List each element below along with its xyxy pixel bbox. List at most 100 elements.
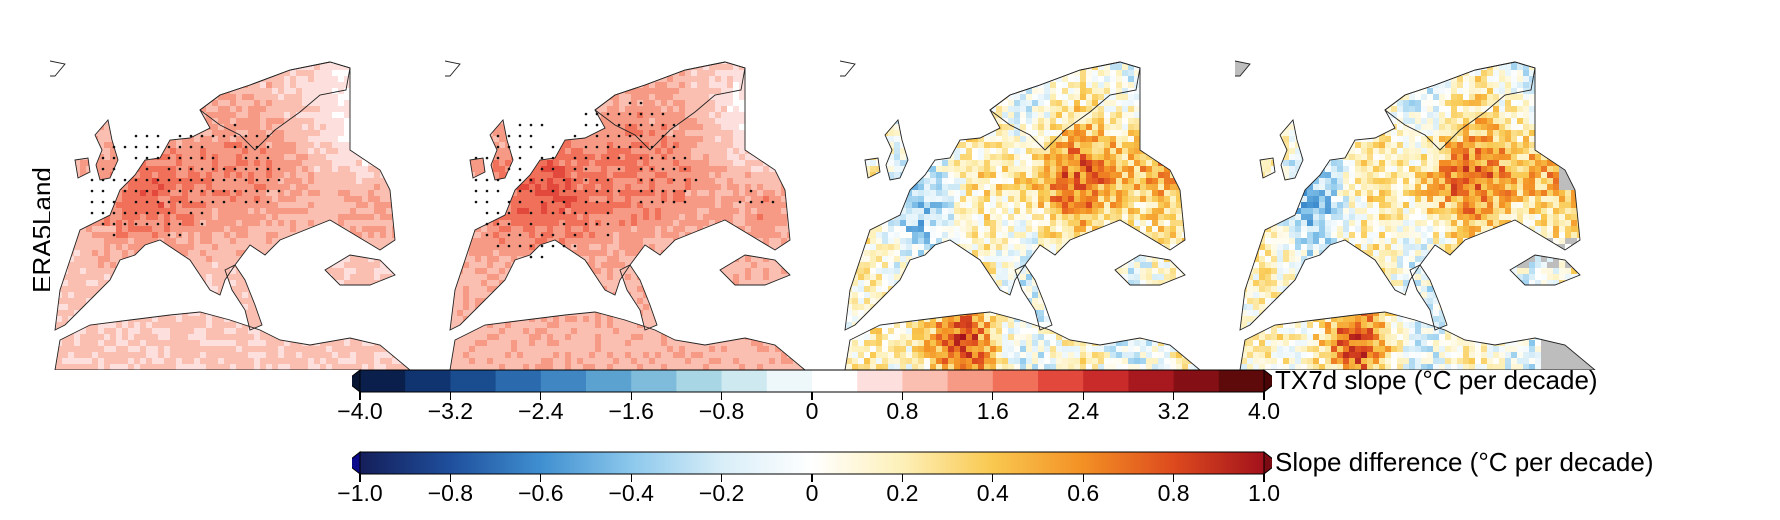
coastline-mainland: [449, 61, 791, 331]
colorbar-tx7d-title: TX7d slope (°C per decade): [1275, 365, 1598, 395]
coastline-scand: [199, 61, 351, 151]
colorbar-tick-mark: [1082, 392, 1084, 400]
coastline-turkey: [324, 254, 396, 286]
colorbar-tick-mark: [992, 392, 994, 400]
colorbar-bin: [450, 370, 497, 392]
coastline-britain: [94, 119, 119, 181]
colorbar-tick-label: 4.0: [1248, 398, 1280, 424]
coastline-ireland: [1259, 157, 1276, 179]
colorbar-bin: [540, 370, 587, 392]
colorbar-bin: [1218, 370, 1265, 392]
coastline-scand: [1384, 61, 1536, 151]
colorbar-tick-mark: [901, 474, 904, 482]
colorbar-tick-label: 0.2: [886, 480, 919, 506]
colorbar-tick-label: 0.6: [1067, 480, 1100, 506]
colorbar-tick-label: −2.4: [518, 398, 564, 424]
colorbar-tick-label: −1.0: [337, 480, 383, 506]
coastline-italy: [224, 264, 263, 331]
colorbar-bin: [405, 370, 451, 392]
colorbar-extend-high: [1263, 368, 1272, 394]
colorbar-tick-mark: [1263, 392, 1265, 400]
colorbar-bin: [1083, 370, 1129, 392]
map-panel-b: [445, 40, 875, 370]
colorbar-bin: [631, 370, 677, 392]
colorbar-bin: [1173, 370, 1220, 392]
coastline-africa: [844, 311, 1201, 370]
colorbar-tick-mark: [540, 392, 542, 400]
map-panel-a: [50, 40, 480, 370]
coastline-italy: [1409, 264, 1448, 331]
coastline-italy: [619, 264, 658, 331]
colorbar-tick-label: −4.0: [337, 398, 383, 424]
colorbar-extend-low: [352, 368, 361, 394]
colorbar-tick-mark: [992, 474, 994, 482]
colorbar-tick-mark: [630, 392, 632, 400]
colorbar-tick-label: −0.2: [698, 480, 745, 506]
colorbar-tick-mark: [359, 392, 361, 400]
colorbar-bin: [360, 370, 406, 392]
coastline-britain: [1279, 119, 1304, 181]
colorbar-tick-label: 0: [805, 480, 819, 506]
map-a-svg: [50, 40, 480, 370]
colorbar-bin: [992, 370, 1039, 392]
map-b-svg: [445, 40, 875, 370]
colorbar-bin: [495, 370, 542, 392]
colorbar-tick-label: −0.6: [518, 480, 564, 506]
coastline-scand: [594, 61, 746, 151]
coastline-iceland: [840, 60, 856, 77]
map-panel-d: [1235, 40, 1665, 370]
significance-stippling: [90, 123, 281, 237]
colorbar-tick-label: −0.8: [698, 398, 745, 424]
coastline-mainland: [844, 61, 1186, 331]
coastline-africa: [54, 311, 411, 370]
colorbar-tick-label: −0.4: [608, 480, 654, 506]
coastline-iceland: [50, 60, 66, 77]
coastline-ireland: [864, 157, 881, 179]
colorbar-tick-mark: [540, 474, 542, 482]
colorbar-tick-mark: [721, 474, 723, 482]
map-d-svg: [1235, 40, 1665, 370]
colorbar-tick-mark: [1173, 474, 1175, 482]
coastline-iceland: [445, 60, 461, 77]
colorbar-tick-mark: [811, 474, 813, 482]
coastline-scand: [989, 61, 1141, 151]
colorbar-tick-mark: [359, 474, 361, 482]
colorbar-bin: [902, 370, 949, 392]
colorbar-tick-label: 1.0: [1248, 480, 1280, 506]
colorbar-tick-label: 0.8: [886, 398, 919, 424]
coastline-italy: [1014, 264, 1053, 331]
colorbar-tick-label: 0.8: [1157, 480, 1190, 506]
coastline-africa: [1239, 311, 1596, 370]
colorbar-bin: [766, 370, 813, 392]
colorbar-extend-low: [352, 450, 361, 476]
colorbar-tick-label: −1.6: [608, 398, 654, 424]
colorbar-tick-mark: [901, 392, 904, 400]
coastline-turkey: [1509, 254, 1581, 286]
map-c-svg: [840, 40, 1270, 370]
coastline-britain: [884, 119, 909, 181]
colorbar-tick-mark: [449, 474, 452, 482]
colorbar-bin: [1038, 370, 1084, 392]
colorbar-tick-mark: [721, 392, 723, 400]
coastline-mainland: [1239, 61, 1581, 331]
coastline-britain: [489, 119, 514, 181]
coastline-ireland: [469, 157, 486, 179]
colorbar-bin: [586, 370, 632, 392]
colorbar-diff-title: Slope difference (°C per decade): [1275, 447, 1654, 477]
coastline-turkey: [719, 254, 791, 286]
colorbar-tick-label: 0: [805, 398, 819, 424]
colorbar-bin: [676, 370, 723, 392]
colorbar-tick-label: 0.4: [976, 480, 1009, 506]
colorbar-bin: [1128, 370, 1175, 392]
colorbar-tick-mark: [449, 392, 452, 400]
colorbar-bin: [857, 370, 903, 392]
coastline-ireland: [74, 157, 91, 179]
colorbar-tx7d-svg: [352, 368, 1272, 394]
coastline-iceland: [1235, 60, 1251, 77]
coastline-turkey: [1114, 254, 1186, 286]
colorbar-gradient: [360, 452, 1264, 474]
map-panel-c: [840, 40, 1270, 370]
colorbar-tick-label: 2.4: [1067, 398, 1100, 424]
colorbar-bin: [721, 370, 768, 392]
